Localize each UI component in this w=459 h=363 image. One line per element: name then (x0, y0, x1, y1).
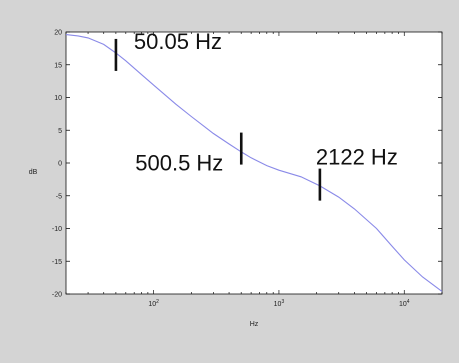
annotation-label: 50.05 Hz (134, 29, 222, 54)
y-tick-label: -10 (52, 226, 62, 233)
x-axis-label: Hz (250, 321, 259, 328)
y-tick-label: 10 (54, 95, 62, 102)
y-tick-label: -5 (56, 193, 62, 200)
x-tick-label: 102 (148, 299, 159, 308)
x-axis: 102 103 104 (65, 32, 443, 308)
annotation-label: 500.5 Hz (135, 151, 223, 176)
annotations-layer: 50.05 Hz 500.5 Hz 2122 Hz (114, 29, 398, 201)
y-tick-label: 20 (54, 30, 62, 37)
y-axis-label: dB (29, 169, 38, 176)
y-tick-label: -20 (52, 292, 62, 299)
x-tick-label: 104 (399, 299, 410, 308)
y-tick-label: -15 (52, 259, 62, 266)
plot-area (65, 31, 443, 295)
y-tick-label: 0 (58, 161, 62, 168)
y-axis: 20 15 10 5 0 -5 -10 -15 -20 (52, 30, 442, 299)
y-tick-label: 5 (58, 128, 62, 135)
annotation-label: 2122 Hz (316, 145, 398, 170)
x-tick-label: 103 (274, 299, 285, 308)
y-tick-label: 15 (54, 62, 62, 69)
